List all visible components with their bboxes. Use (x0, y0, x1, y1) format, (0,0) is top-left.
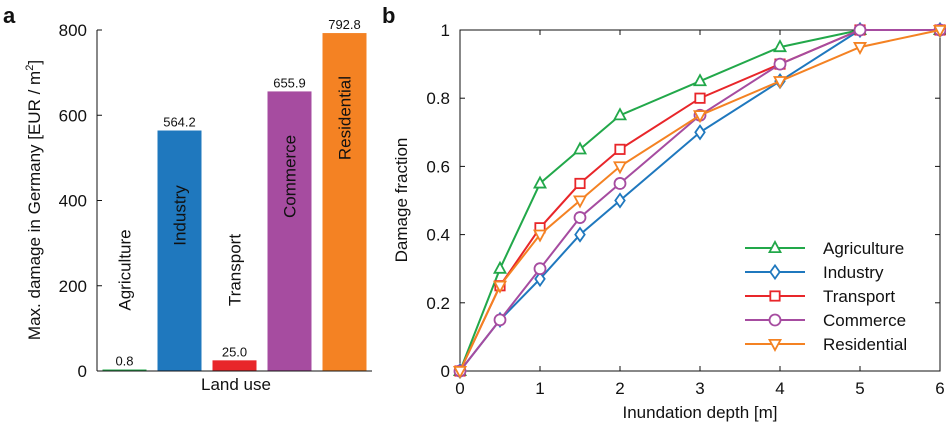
b-x-tick-label: 1 (535, 379, 544, 398)
point-residential (532, 229, 548, 243)
b-x-tick-label: 0 (455, 379, 464, 398)
legend-marker-residential (767, 338, 783, 352)
bar-value-label: 792.8 (328, 17, 361, 32)
bar-category-label: Agriculture (116, 229, 135, 310)
point-commerce (773, 57, 787, 71)
bar-commerce (267, 91, 312, 372)
b-y-tick-label: 0.8 (426, 89, 450, 108)
b-x-tick-label: 6 (935, 379, 944, 398)
legend-label-transport: Transport (823, 287, 895, 306)
a-y-tick-label: 400 (59, 192, 87, 211)
legend-marker-transport (769, 290, 781, 302)
bar-agriculture (102, 369, 147, 371)
point-commerce (493, 313, 507, 327)
bar-industry (157, 130, 202, 371)
a-x-axis-title: Land use (201, 375, 271, 394)
panel-label-a: a (3, 3, 16, 28)
point-commerce (533, 262, 547, 276)
a-y-tick-label: 200 (59, 277, 87, 296)
legend-marker-commerce (768, 313, 782, 327)
legend-marker-industry (769, 263, 781, 281)
point-agriculture (572, 141, 588, 155)
point-commerce (613, 177, 627, 190)
point-residential (932, 24, 946, 38)
point-industry (694, 124, 706, 141)
point-residential (572, 195, 588, 209)
b-x-axis-title: Inundation depth [m] (622, 403, 777, 422)
b-y-tick-label: 0.4 (426, 226, 450, 245)
a-y-axis-title: Max. damage in Germany [EUR / m2] (24, 60, 44, 340)
point-residential (452, 365, 468, 379)
bar-value-label: 25.0 (222, 344, 247, 359)
b-x-tick-label: 5 (855, 379, 864, 398)
b-x-tick-label: 4 (775, 379, 784, 398)
point-transport (614, 143, 626, 155)
panel-label-b: b (382, 3, 395, 28)
point-residential (612, 161, 628, 175)
legend-label-agriculture: Agriculture (823, 239, 904, 258)
legend-marker-agriculture (767, 240, 783, 254)
point-commerce (573, 211, 587, 224)
bar-category-label: Industry (171, 185, 190, 246)
legend: Agriculture Industry Transport Commerce Resi… (745, 239, 907, 354)
point-agriculture (692, 73, 708, 87)
point-residential (692, 110, 708, 124)
point-residential (492, 280, 508, 294)
bar-value-label: 0.8 (115, 354, 133, 369)
point-agriculture (612, 107, 628, 121)
point-agriculture (532, 175, 548, 189)
bar-category-label: Residential (336, 76, 355, 160)
b-y-tick-label: 1 (441, 21, 450, 40)
b-y-tick-label: 0.2 (426, 294, 450, 313)
bar-value-label: 564.2 (163, 115, 196, 130)
b-y-tick-label: 0 (441, 362, 450, 381)
legend-label-residential: Residential (823, 335, 907, 354)
point-industry (614, 192, 626, 209)
bar-residential (322, 33, 367, 371)
panel-a: a 0.8 Agriculture 564.2 Industry 25.0 Transpo… (3, 3, 372, 394)
point-industry (534, 270, 546, 288)
bar-category-label: Commerce (281, 135, 300, 218)
point-residential (852, 42, 868, 55)
point-transport (694, 92, 706, 104)
point-agriculture (492, 260, 508, 274)
point-industry (574, 226, 586, 243)
a-y-tick-label: 800 (59, 21, 87, 40)
a-y-tick-label: 600 (59, 106, 87, 125)
point-transport (574, 177, 586, 190)
b-x-tick-label: 2 (615, 379, 624, 398)
a-y-tick-label: 0 (78, 362, 87, 381)
bar-transport (212, 360, 257, 371)
point-commerce (853, 23, 867, 37)
legend-label-industry: Industry (823, 263, 884, 282)
b-y-axis-title: Damage fraction (392, 138, 411, 263)
point-agriculture (772, 39, 788, 53)
point-residential (772, 76, 788, 90)
legend-label-commerce: Commerce (823, 311, 906, 330)
b-x-tick-label: 3 (695, 379, 704, 398)
bar-category-label: Transport (226, 234, 245, 306)
bar-value-label: 655.9 (273, 75, 306, 90)
panel-b: b 0 1 2 3 4 5 6 0 0.2 0.4 0.6 0.8 1 Agriculture Indus… (382, 3, 946, 422)
b-y-tick-label: 0.6 (426, 157, 450, 176)
